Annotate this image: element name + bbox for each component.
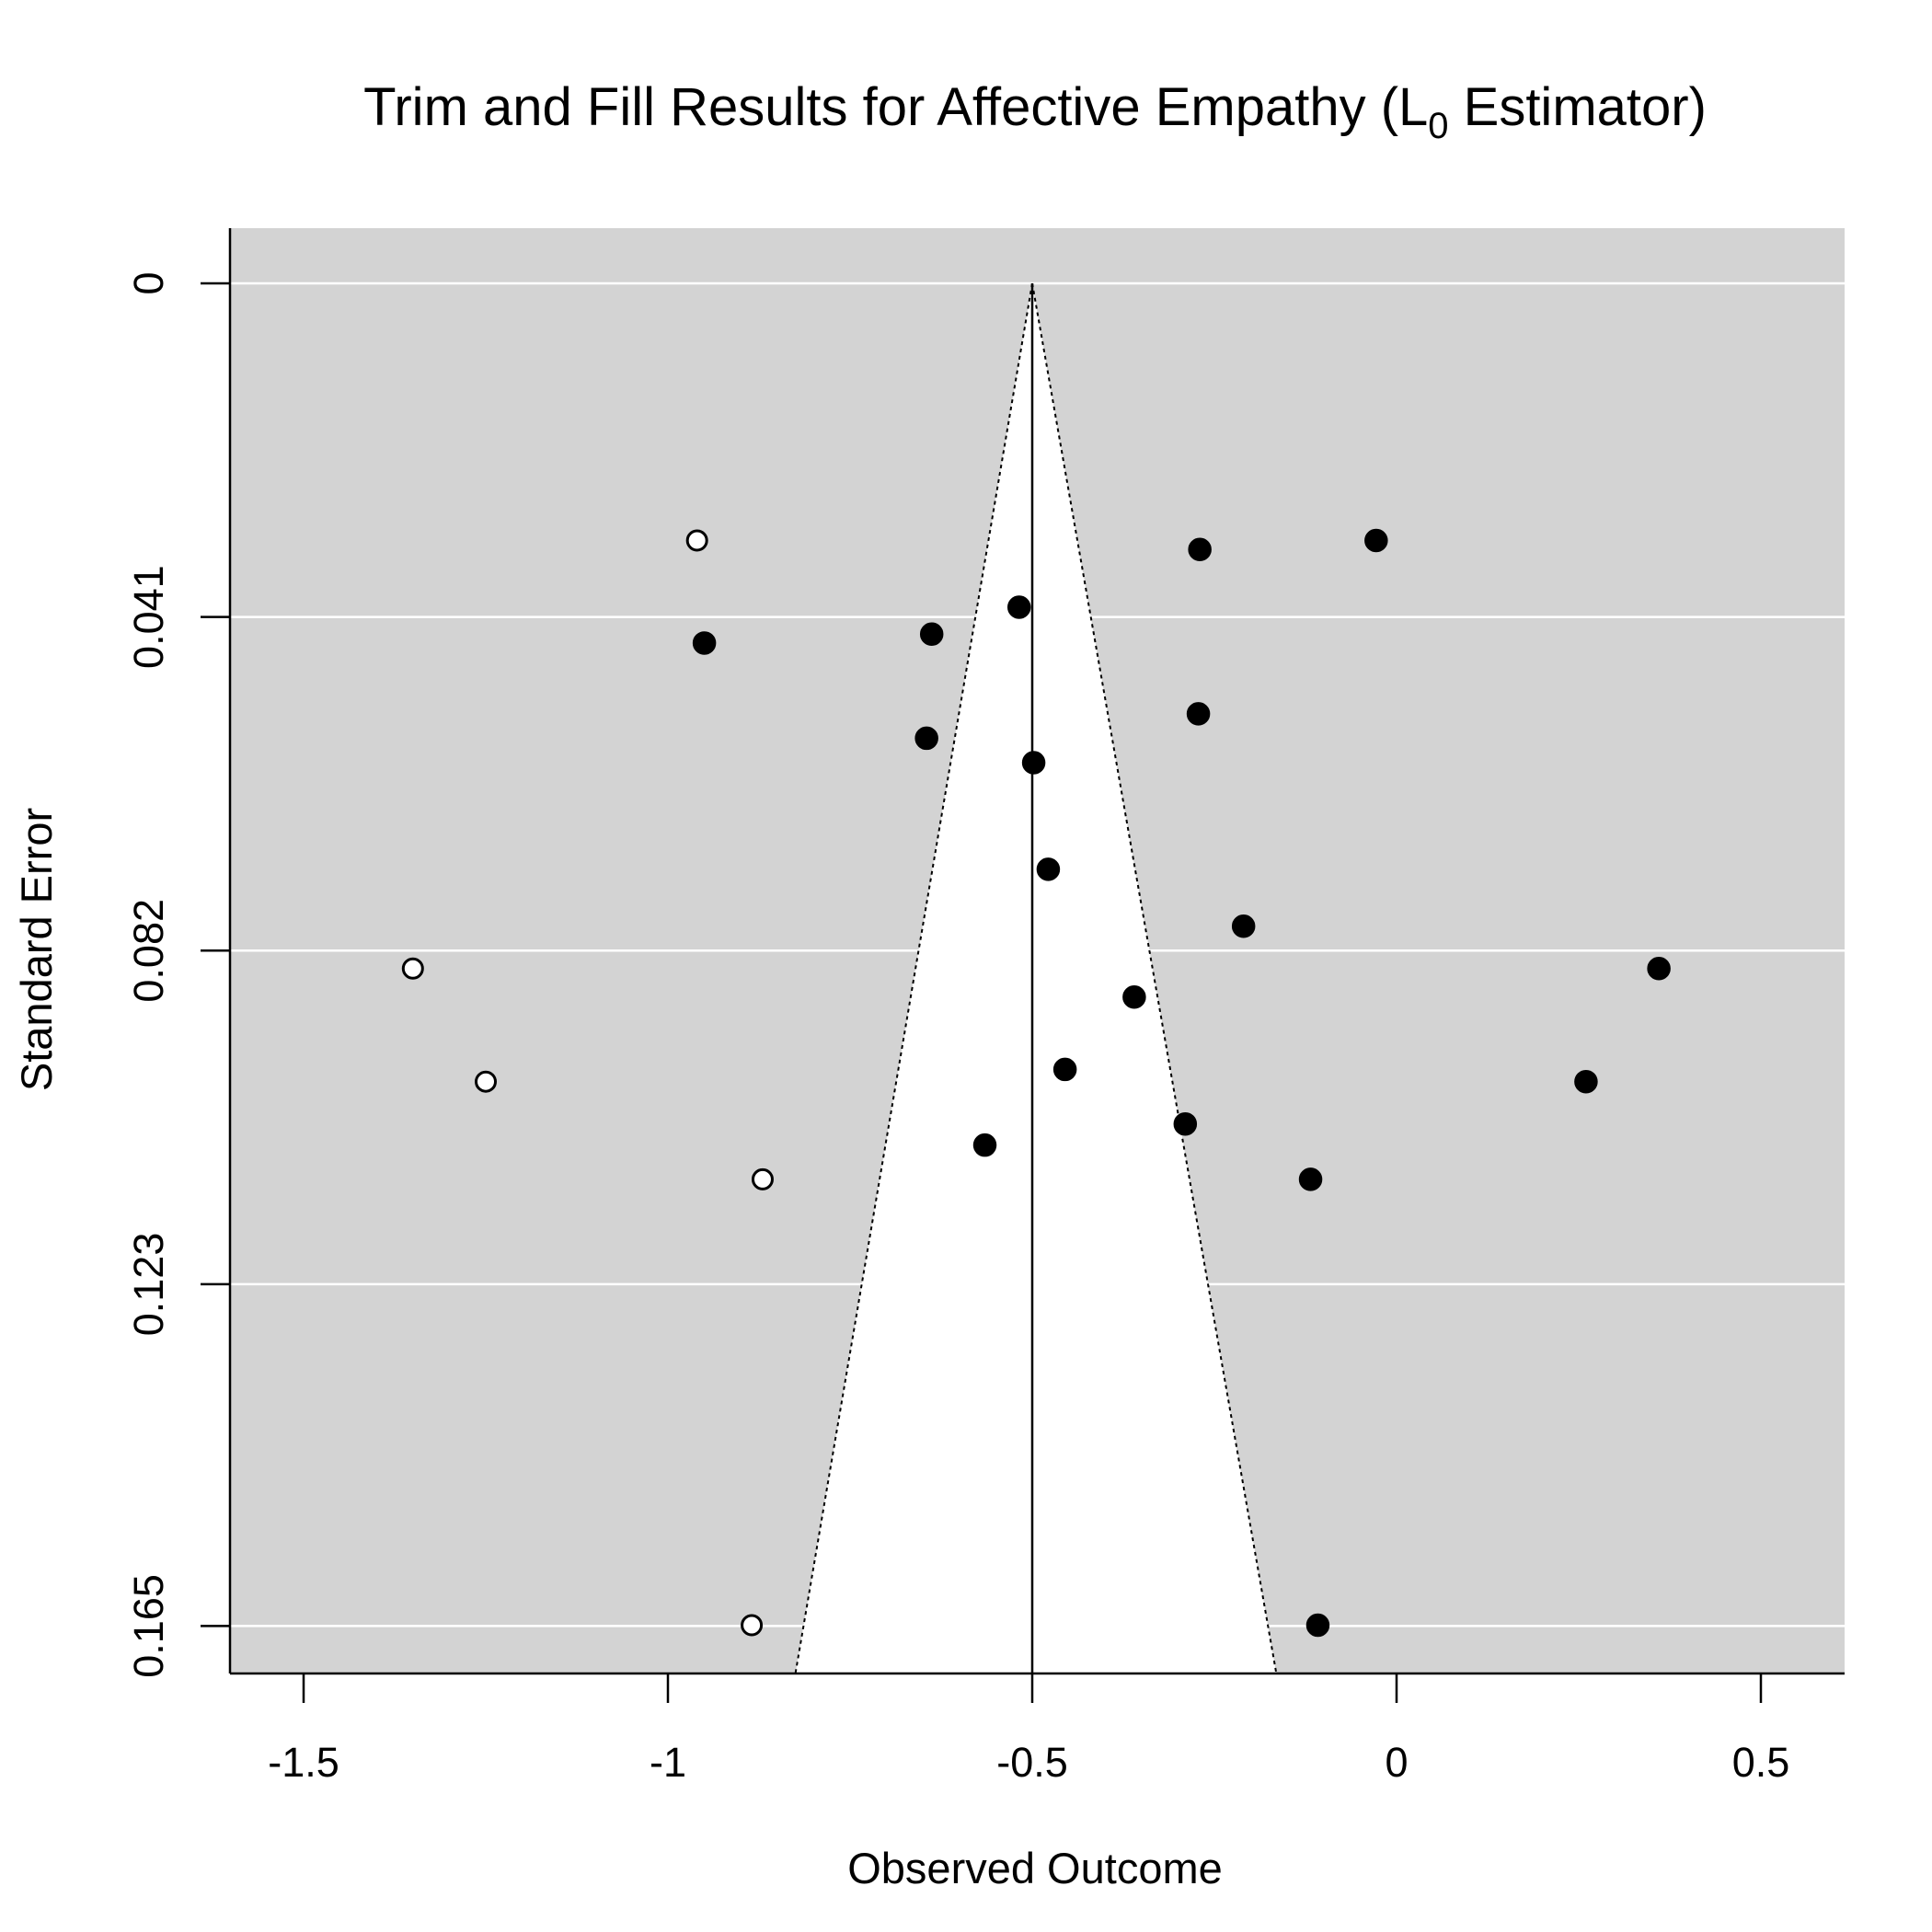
x-axis-title: Observed Outcome	[847, 1844, 1223, 1892]
observed-study-point	[692, 631, 717, 655]
y-tick-label: 0.165	[125, 1574, 172, 1678]
imputed-study-point	[685, 529, 708, 552]
x-tick-label: -1.5	[268, 1739, 339, 1786]
observed-study-point	[919, 622, 944, 646]
imputed-study-point	[401, 957, 424, 980]
axes: -1.5 -1 -0.5 0 0.5 0 0.041 0.082 0.123 0.165	[125, 228, 1845, 1786]
observed-study-point	[1647, 956, 1671, 981]
observed-study-point	[914, 726, 938, 751]
observed-study-point	[1036, 857, 1061, 881]
imputed-study-point	[475, 1070, 497, 1093]
y-axis-title: Standard Error	[12, 808, 61, 1091]
observed-study-point	[1231, 914, 1256, 938]
observed-study-point	[1021, 751, 1046, 775]
x-tick-label: -1	[650, 1739, 686, 1786]
observed-study-point	[972, 1133, 997, 1157]
chart-title: Trim and Fill Results for Affective Empa…	[363, 77, 1707, 146]
observed-study-point	[1574, 1069, 1598, 1094]
y-tick-label: 0.041	[125, 565, 172, 669]
y-tick-label: 0.123	[125, 1233, 172, 1337]
observed-study-point	[1305, 1613, 1330, 1638]
funnel-triangle	[795, 283, 1277, 1673]
imputed-study-point	[741, 1614, 764, 1637]
observed-study-point	[1364, 528, 1388, 553]
x-tick-label: 0.5	[1732, 1739, 1790, 1786]
y-tick-label: 0	[125, 271, 172, 294]
chart-title-suffix: Estimator)	[1449, 77, 1707, 137]
chart-title-subscript: 0	[1428, 106, 1448, 146]
y-tick-label: 0.082	[125, 899, 172, 1003]
observed-study-point	[1173, 1111, 1198, 1136]
observed-study-point	[1122, 984, 1146, 1009]
data-points	[401, 528, 1671, 1638]
observed-study-point	[1006, 595, 1031, 619]
observed-study-point	[1186, 702, 1211, 726]
x-tick-label: 0	[1385, 1739, 1408, 1786]
funnel-region	[794, 282, 1278, 1674]
x-tick-label: -0.5	[996, 1739, 1068, 1786]
chart-title-prefix: Trim and Fill Results for Affective Empa…	[363, 77, 1428, 137]
observed-study-point	[1188, 537, 1212, 561]
observed-study-point	[1298, 1167, 1323, 1191]
observed-study-point	[1052, 1057, 1077, 1082]
imputed-study-point	[751, 1167, 774, 1190]
